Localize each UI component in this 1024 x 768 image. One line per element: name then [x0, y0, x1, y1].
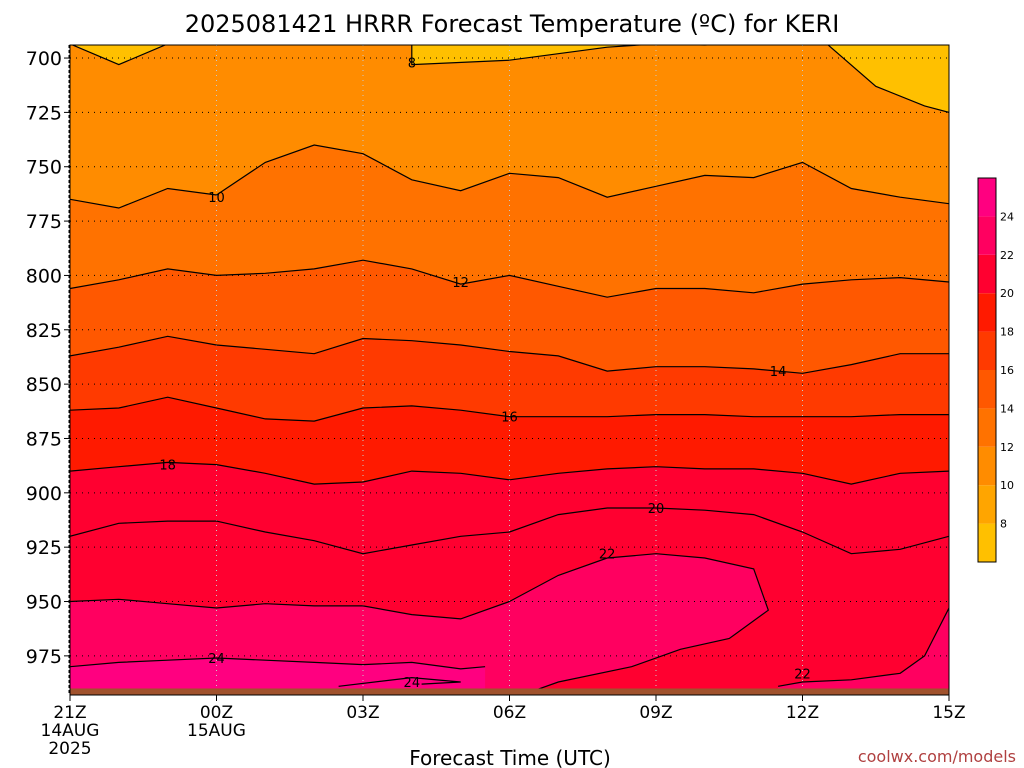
credit-text: coolwx.com/models [858, 747, 1016, 766]
contour-label-6: 20 [648, 502, 665, 517]
y-tick-label-800: 800 [26, 265, 62, 287]
colorbar-label-20: 20 [1000, 287, 1014, 300]
band-10-12 [70, 45, 949, 208]
y-tick-label-825: 825 [26, 320, 62, 342]
contour-label-0: 8 [408, 56, 416, 71]
x-axis-label: Forecast Time (UTC) [409, 746, 611, 768]
y-tick-label-900: 900 [26, 483, 62, 505]
y-tick-label-925: 925 [26, 537, 62, 559]
colorbar-label-24: 24 [1000, 210, 1014, 223]
y-tick-label-975: 975 [26, 646, 62, 668]
colorbar-label-8: 8 [1000, 518, 1007, 531]
contour-label-10: 24 [404, 676, 421, 691]
x-tick-label-5: 12Z [786, 703, 819, 723]
contour-label-9: 24 [208, 652, 225, 667]
colorbar-segment-6 [978, 293, 996, 332]
contour-line-0 [71, 45, 949, 113]
contour-line-4 [70, 396, 949, 422]
colorbar-label-14: 14 [1000, 402, 1014, 415]
y-tick-label-700: 700 [26, 48, 62, 70]
y-tick-label-875: 875 [26, 428, 62, 450]
colorbar-segment-5 [978, 331, 996, 370]
contour-label-1: 10 [208, 191, 225, 206]
x-tick-year-0: 2025 [48, 739, 91, 759]
x-tick-sublabel-1: 15AUG [187, 721, 246, 741]
colorbar-label-22: 22 [1000, 249, 1014, 262]
colorbar-segment-4 [978, 370, 996, 409]
y-tick-label-950: 950 [26, 592, 62, 614]
contour-label-8: 22 [794, 667, 811, 682]
contour-line-6 [70, 507, 949, 555]
contour-line-10 [338, 676, 461, 687]
contour-line-7 [70, 553, 770, 692]
contour-line-1 [70, 144, 949, 209]
contour-label-2: 12 [452, 276, 469, 291]
colorbar-label-10: 10 [1000, 479, 1014, 492]
colorbar-segment-2 [978, 446, 996, 486]
contour-line-5 [70, 461, 949, 485]
colorbar-segment-0 [978, 523, 996, 562]
colorbar-segment-9 [978, 178, 996, 217]
band-below-8 [72, 45, 949, 113]
contour-label-7: 22 [599, 548, 616, 563]
contour-label-5: 18 [159, 459, 176, 474]
colorbar-label-16: 16 [1000, 364, 1014, 377]
colorbar-label-18: 18 [1000, 326, 1014, 339]
gridlines [70, 45, 949, 695]
x-tick-label-2: 03Z [346, 703, 379, 723]
colorbar-label-12: 12 [1000, 441, 1014, 454]
x-tick-label-0: 21Z [53, 703, 86, 723]
colorbar-segment-7 [978, 254, 996, 294]
chart-title: 2025081421 HRRR Forecast Temperature (ºC… [185, 10, 840, 38]
colorbar-segment-8 [978, 216, 996, 255]
x-tick-label-6: 15Z [932, 703, 965, 723]
y-tick-label-750: 750 [26, 157, 62, 179]
contour-line-3 [70, 335, 949, 374]
contour-line-9 [70, 657, 486, 670]
colorbar-segment-1 [978, 485, 996, 524]
contour-line-2 [70, 259, 949, 298]
y-tick-label-725: 725 [26, 102, 62, 124]
contour-line-8 [777, 607, 949, 687]
x-tick-label-4: 09Z [639, 703, 672, 723]
y-tick-label-775: 775 [26, 211, 62, 233]
x-tick-sublabel-0: 14AUG [41, 721, 100, 741]
contour-label-4: 16 [501, 411, 518, 426]
x-tick-label-3: 06Z [493, 703, 526, 723]
ground-surface [70, 688, 949, 695]
y-axis: 700 725 750 775 800 825 850 875 900 925 950 975 [26, 48, 70, 668]
x-tick-label-1: 00Z [200, 703, 233, 723]
contour-label-3: 14 [770, 365, 787, 380]
isotherm-contours: 8 10 12 14 16 18 20 22 22 24 24 [70, 45, 949, 692]
y-tick-label-850: 850 [26, 374, 62, 396]
colorbar-segment-3 [978, 408, 996, 447]
colorbar-legend: 8 10 12 14 16 18 20 22 24 [977, 177, 1014, 563]
band-22-24-right [778, 608, 949, 695]
colorbar-frame [977, 177, 997, 563]
